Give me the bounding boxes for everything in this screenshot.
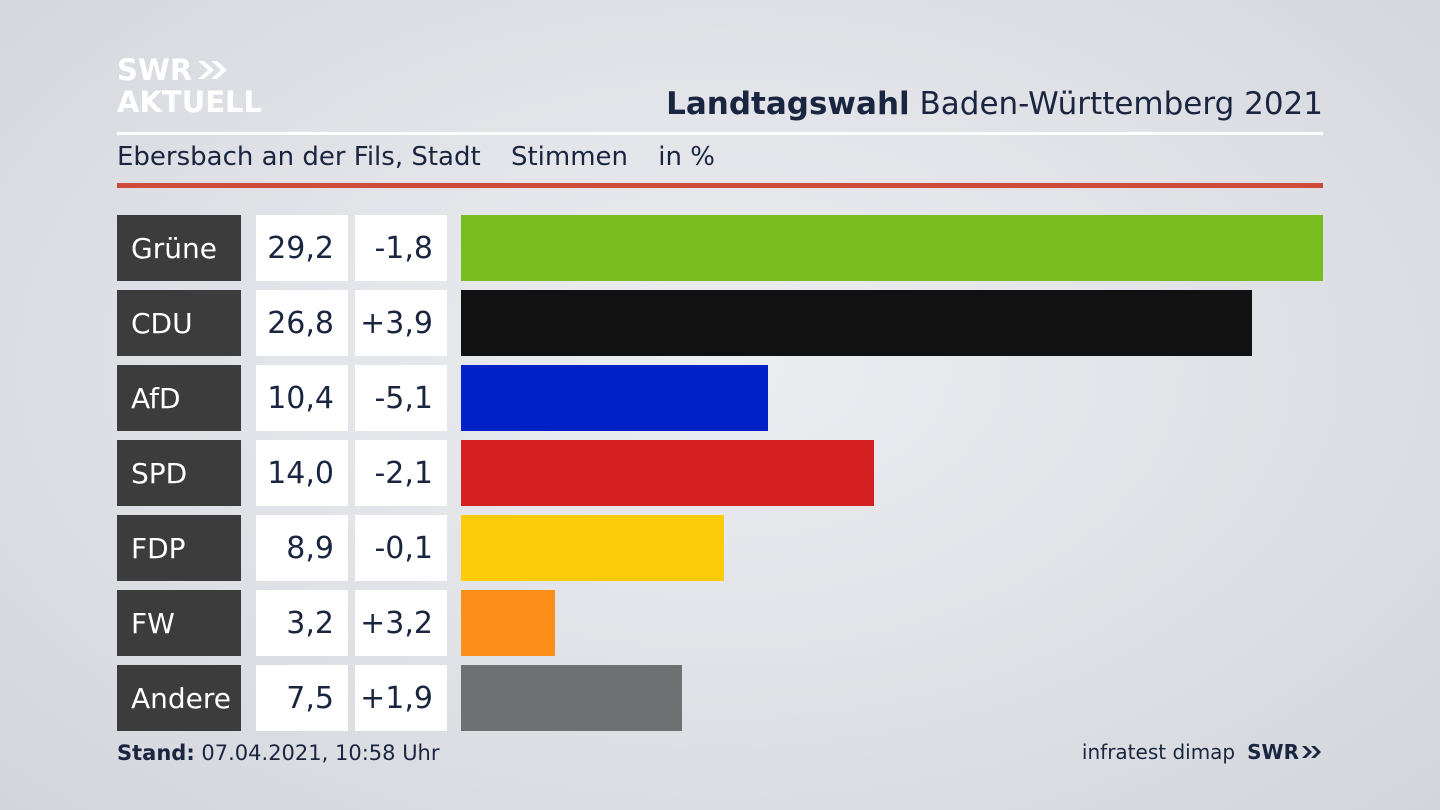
bar bbox=[461, 665, 682, 731]
bar-row: Grüne 29,2 -1,8 bbox=[117, 215, 1323, 281]
value-label: 7,5 bbox=[256, 665, 348, 731]
title-divider bbox=[117, 132, 1323, 135]
timestamp: Stand: 07.04.2021, 10:58 Uhr bbox=[117, 741, 440, 765]
party-label: Grüne bbox=[117, 215, 241, 281]
change-label: -5,1 bbox=[355, 365, 447, 431]
footer-swr-logo: SWR bbox=[1247, 740, 1323, 764]
value-label: 26,8 bbox=[256, 290, 348, 356]
change-label: -0,1 bbox=[355, 515, 447, 581]
change-label: +3,9 bbox=[355, 290, 447, 356]
title-bold: Landtagswahl bbox=[666, 86, 910, 122]
bar bbox=[461, 590, 555, 656]
value-label: 8,9 bbox=[256, 515, 348, 581]
footer-logo-text: SWR bbox=[1247, 740, 1299, 764]
value-label: 10,4 bbox=[256, 365, 348, 431]
change-label: +3,2 bbox=[355, 590, 447, 656]
bar bbox=[461, 440, 874, 506]
bar-row: CDU 26,8 +3,9 bbox=[117, 290, 1323, 356]
logo-line-1: SWR bbox=[117, 53, 193, 87]
bar-row: FW 3,2 +3,2 bbox=[117, 590, 1323, 656]
value-label: 14,0 bbox=[256, 440, 348, 506]
accent-divider bbox=[117, 183, 1323, 188]
bar-row: FDP 8,9 -0,1 bbox=[117, 515, 1323, 581]
logo-line-2: AKTUELL bbox=[117, 85, 263, 119]
bar bbox=[461, 290, 1252, 356]
party-label: AfD bbox=[117, 365, 241, 431]
footer-chevrons-icon bbox=[1302, 746, 1321, 758]
value-label: 3,2 bbox=[256, 590, 348, 656]
timestamp-value: 07.04.2021, 10:58 Uhr bbox=[201, 741, 440, 765]
bar-row: AfD 10,4 -5,1 bbox=[117, 365, 1323, 431]
subtitle-place: Ebersbach an der Fils, Stadt bbox=[117, 142, 481, 172]
party-label: Andere bbox=[117, 665, 241, 731]
timestamp-label: Stand: bbox=[117, 741, 195, 765]
chart-title: Landtagswahl Baden-Württemberg 2021 bbox=[666, 86, 1323, 122]
bar bbox=[461, 365, 768, 431]
bar bbox=[461, 215, 1323, 281]
bar-row: SPD 14,0 -2,1 bbox=[117, 440, 1323, 506]
title-rest: Baden-Württemberg 2021 bbox=[919, 86, 1323, 122]
swr-aktuell-logo: SWR AKTUELL bbox=[117, 54, 262, 118]
subtitle-measure: Stimmen bbox=[510, 142, 629, 172]
bar bbox=[461, 515, 724, 581]
value-label: 29,2 bbox=[256, 215, 348, 281]
party-label: FW bbox=[117, 590, 241, 656]
change-label: -1,8 bbox=[355, 215, 447, 281]
subtitle-unit: in % bbox=[658, 142, 715, 172]
change-label: -2,1 bbox=[355, 440, 447, 506]
chart-subtitle: Ebersbach an der Fils, Stadt Stimmen in … bbox=[117, 142, 737, 172]
source-credit: infratest dimap SWR bbox=[1082, 740, 1323, 764]
party-label: FDP bbox=[117, 515, 241, 581]
bar-row: Andere 7,5 +1,9 bbox=[117, 665, 1323, 731]
chevrons-icon bbox=[196, 58, 230, 82]
change-label: +1,9 bbox=[355, 665, 447, 731]
party-label: CDU bbox=[117, 290, 241, 356]
party-label: SPD bbox=[117, 440, 241, 506]
source-label: infratest dimap bbox=[1081, 740, 1236, 764]
